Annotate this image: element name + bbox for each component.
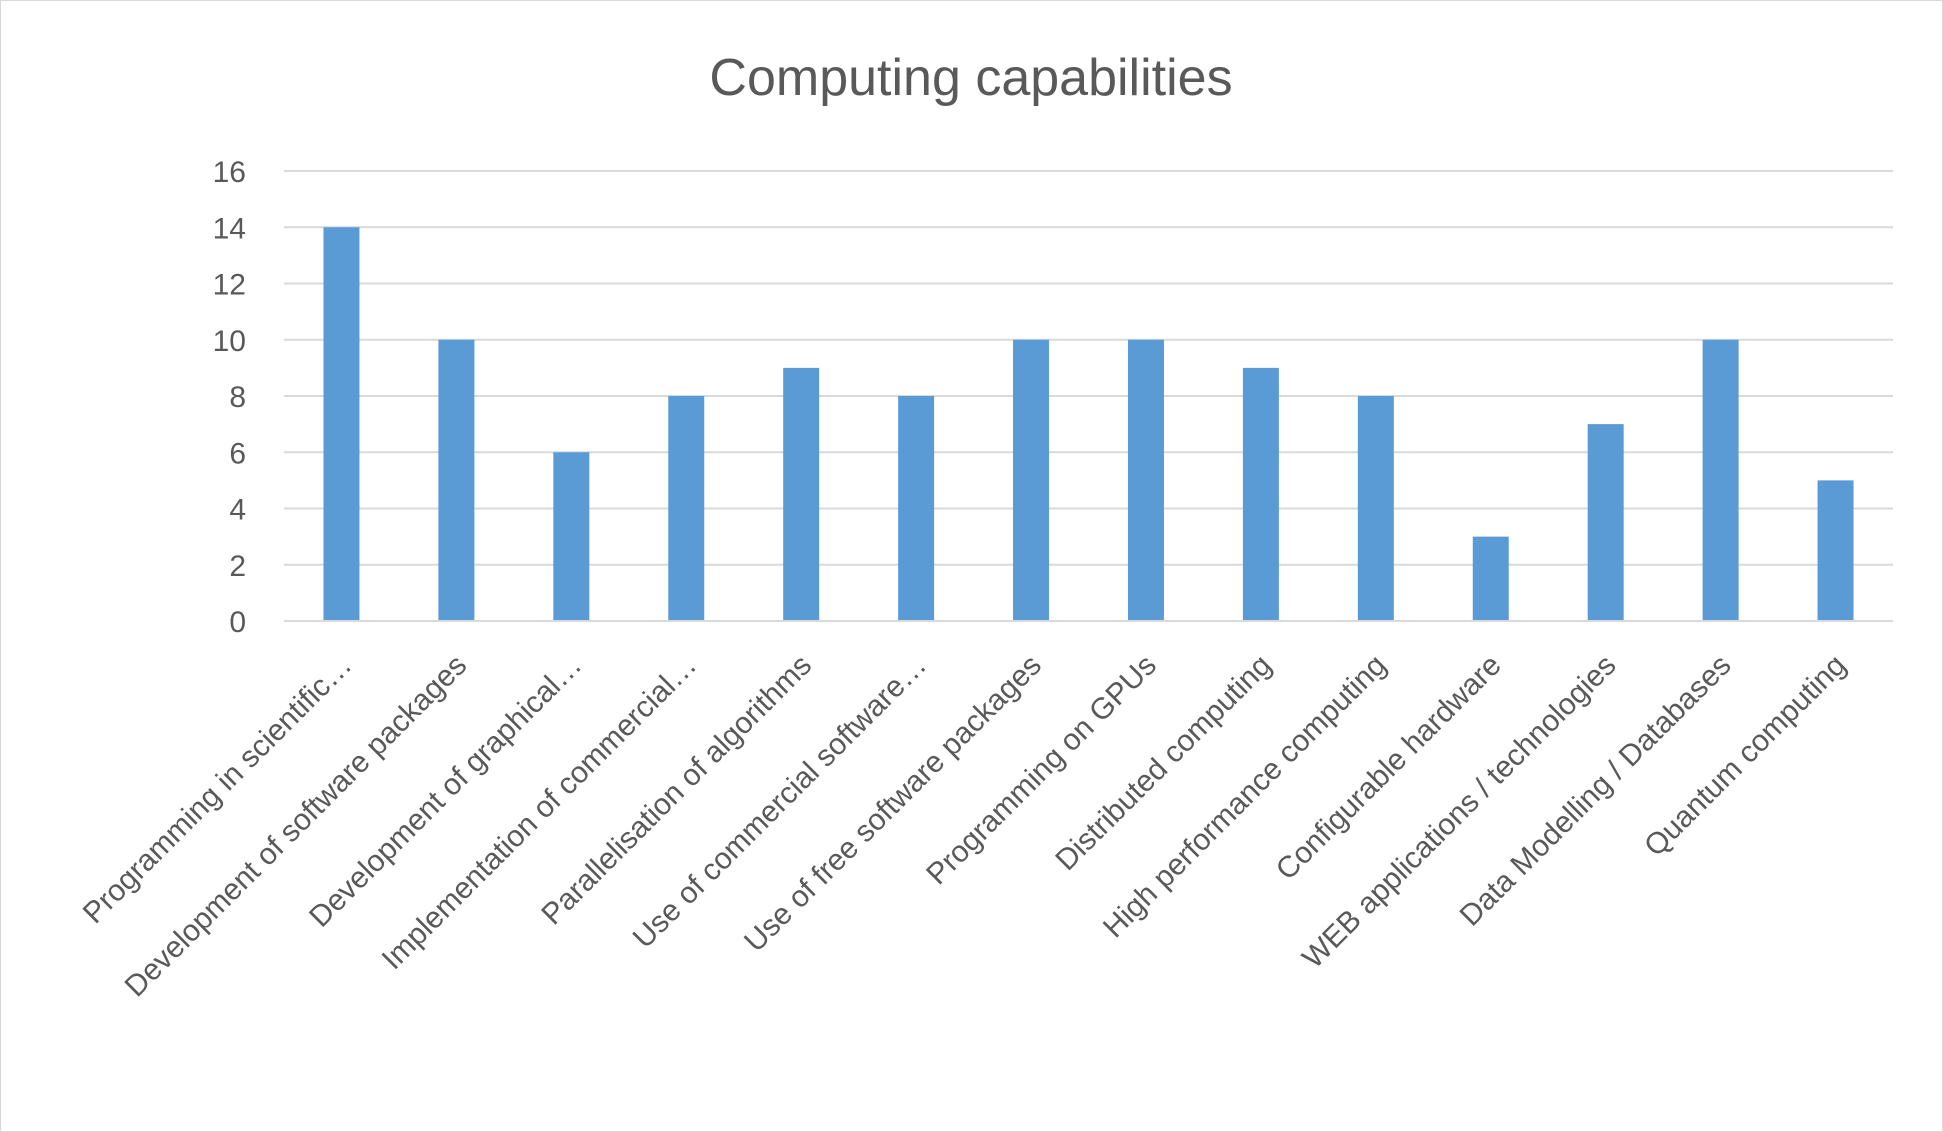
y-axis-ticks: 0 2 4 6 8 10 12 14 16: [213, 156, 246, 639]
y-tick-label: 10: [213, 325, 246, 358]
y-tick-label: 14: [213, 212, 246, 245]
bar: [898, 396, 935, 621]
bar: [323, 227, 360, 621]
bar: [1127, 339, 1164, 621]
bar: [1472, 536, 1509, 621]
bar: [553, 452, 590, 621]
chart-title: Computing capabilities: [709, 49, 1232, 107]
bar: [1702, 339, 1739, 621]
y-tick-label: 16: [213, 156, 246, 189]
x-tick-label: Distributed computing: [1049, 649, 1278, 878]
bar: [783, 367, 820, 621]
bar: [1242, 367, 1279, 621]
y-tick-label: 4: [229, 494, 246, 527]
gridlines: [284, 170, 1893, 566]
bar: [1013, 339, 1050, 621]
bar: [1817, 480, 1854, 621]
y-tick-label: 0: [229, 606, 246, 639]
bar: [668, 396, 705, 621]
x-axis-ticks: Programming in scientific…Development of…: [77, 649, 1853, 1004]
y-tick-label: 6: [229, 437, 246, 470]
y-tick-label: 12: [213, 269, 246, 302]
x-tick-label: Quantum computing: [1638, 649, 1852, 863]
y-tick-label: 2: [229, 550, 246, 583]
bar: [438, 339, 475, 621]
y-tick-label: 8: [229, 381, 246, 414]
bar: [1357, 396, 1394, 621]
bars: [323, 227, 1854, 621]
x-tick-label: Programming on GPUs: [920, 649, 1163, 892]
x-tick-label: Configurable hardware: [1270, 649, 1508, 887]
bar: [1587, 424, 1624, 621]
